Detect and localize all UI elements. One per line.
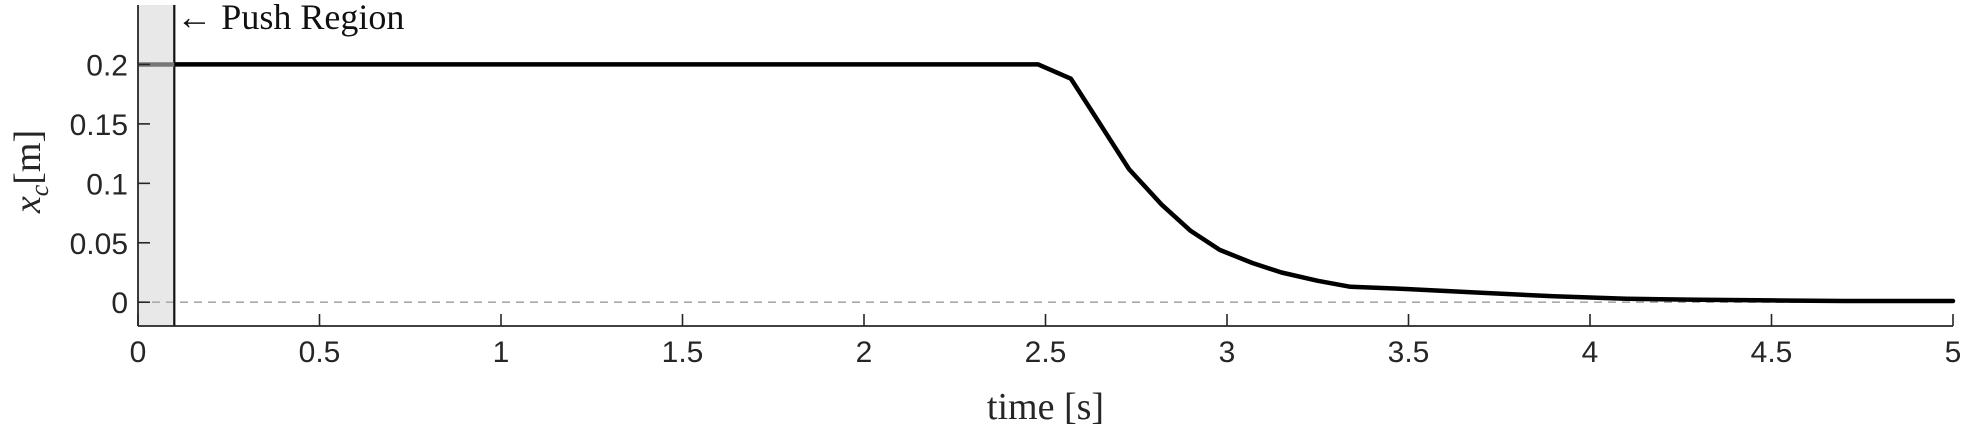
- y-tick-label: 0.05: [70, 228, 128, 261]
- y-tick-label: 0.15: [70, 109, 128, 142]
- axes: [137, 5, 1953, 327]
- labels: time [s] xc[m]: [7, 130, 1104, 428]
- series-line-0: [172, 62, 1956, 304]
- annotations: ← Push Region: [176, 0, 404, 37]
- x-tick-label: 1: [493, 336, 510, 369]
- y-axis-label-symbol: x: [7, 196, 49, 214]
- series-layer: [138, 62, 1956, 304]
- shaded-regions: [138, 5, 175, 326]
- x-axis-label: time [s]: [987, 386, 1104, 428]
- x-tick-label: 0.5: [299, 336, 341, 369]
- x-tick-label: 3: [1219, 336, 1236, 369]
- y-tick-label: 0.2: [86, 49, 128, 82]
- x-tick-label: 1.5: [662, 336, 704, 369]
- reference-lines: [138, 5, 1953, 326]
- x-tick-label: 4.5: [1751, 336, 1793, 369]
- y-axis-label: xc[m]: [7, 130, 54, 214]
- push-region-shade: [138, 5, 175, 326]
- x-tick-label: 5: [1945, 336, 1962, 369]
- y-tick-label: 0: [111, 287, 128, 320]
- x-tick-label: 4: [1582, 336, 1599, 369]
- x-tick-label: 3.5: [1388, 336, 1430, 369]
- y-tick-label: 0.1: [86, 168, 128, 201]
- annotation-push-region: ← Push Region: [176, 0, 404, 37]
- x-tick-label: 2.5: [1025, 336, 1067, 369]
- y-axis-label-unit: [m]: [7, 130, 49, 185]
- ticks: 0 0.5 1 1.5 2 2.5 3 3.5 4 4.5 5 0 0.05 0.1 0.15 0.2: [70, 49, 1962, 369]
- y-axis-label-subscript: c: [25, 184, 54, 196]
- x-tick-label: 2: [856, 336, 873, 369]
- x-tick-label: 0: [130, 336, 147, 369]
